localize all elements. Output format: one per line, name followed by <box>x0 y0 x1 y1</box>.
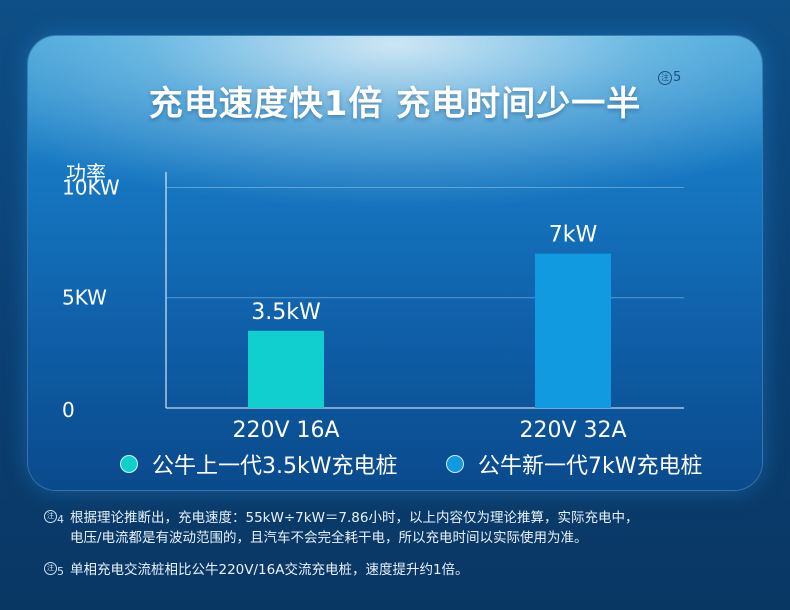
legend-item-new: 公牛新一代7kW充电桩 <box>446 448 703 480</box>
y-tick-label: 10KW <box>62 175 120 199</box>
chart-legend: 公牛上一代3.5kW充电桩 公牛新一代7kW充电桩 <box>0 448 790 482</box>
y-axis-label: 功率 <box>66 161 106 185</box>
legend-label-new: 公牛新一代7kW充电桩 <box>478 454 703 479</box>
y-tick-label: 0 <box>62 398 75 422</box>
x-tick-label: 220V 16A <box>232 418 339 443</box>
bar-2 <box>535 253 611 408</box>
footnote-circle-icon: 注 <box>44 562 57 575</box>
y-tick-label: 5KW <box>62 286 107 310</box>
legend-dot-icon <box>120 455 138 473</box>
page-title: 充电速度快1倍 充电时间少一半 <box>148 84 642 124</box>
legend-label-old: 公牛上一代3.5kW充电桩 <box>152 454 398 479</box>
bar-data-label: 7kW <box>549 223 598 248</box>
chart-card <box>28 36 762 490</box>
footnote-number: 5 <box>57 565 64 578</box>
footnote-text-line: 单相充电交流桩相比公牛220V/16A交流充电桩，速度提升约1倍。 <box>70 562 469 578</box>
legend-dot-icon <box>446 455 464 473</box>
footnote-text-line: 根据理论推断出，充电速度：55kW÷7kW＝7.86小时，以上内容仅为理论推算，… <box>70 510 639 526</box>
footnote-circle-icon: 注 <box>658 70 672 85</box>
footnote-number: 4 <box>57 513 64 526</box>
title-footnote-number: 5 <box>673 70 682 85</box>
bar-data-label: 3.5kW <box>251 300 321 325</box>
bar-1 <box>248 330 324 408</box>
legend-item-old: 公牛上一代3.5kW充电桩 <box>120 448 397 480</box>
footnote-circle-icon: 注 <box>44 510 57 523</box>
footnote-text-line: 电压/电流都是有波动范围的，且汽车不会完全耗干电，所以充电时间以实际使用为准。 <box>70 530 588 546</box>
x-tick-label: 220V 32A <box>519 418 626 443</box>
